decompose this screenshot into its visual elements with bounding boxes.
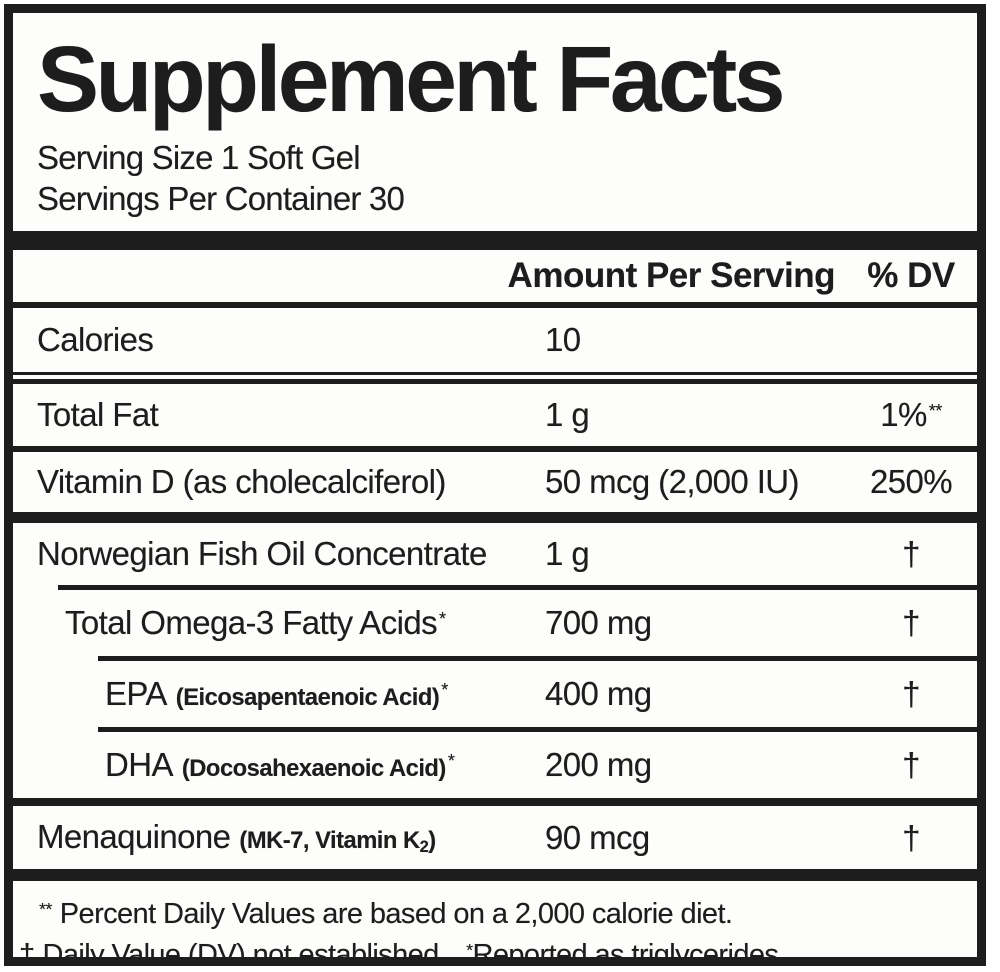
table-row-epa: EPA (Eicosapentaenoic Acid) * 400 mg † (13, 661, 977, 727)
nutrient-amount: 700 mg (545, 604, 652, 641)
separator (13, 869, 977, 881)
nutrient-dv: 250% (869, 463, 953, 500)
subscript-2: 2 (419, 838, 429, 857)
dagger-symbol: † (902, 818, 920, 856)
separator (13, 512, 977, 523)
footnote-marker: * (447, 750, 455, 771)
page-title: Supplement Facts (37, 27, 786, 131)
separator (13, 372, 977, 384)
nutrient-amount: 50 mcg (2,000 IU) (545, 463, 800, 500)
nutrient-amount: 1 g (545, 396, 590, 433)
table-row-omega3: Total Omega-3 Fatty Acids * 700 mg † (13, 590, 977, 656)
title-block: Supplement Facts Serving Size 1 Soft Gel… (13, 13, 977, 219)
dagger-symbol: † (902, 604, 920, 641)
table-row-menaquinone: Menaquinone (MK-7, Vitamin K2) 90 mcg † (13, 806, 977, 869)
footnote-dv-not-established: † Daily Value (DV) not established. *Repor… (19, 932, 967, 966)
table-header-row: Amount Per Serving % DV (13, 250, 977, 302)
separator (98, 727, 977, 732)
nutrient-name: DHA (Docosahexaenoic Acid) * (105, 746, 455, 783)
footnote-daily-values: ** Percent Daily Values are based on a 2,… (39, 898, 733, 931)
nutrient-dv: 1% ** (880, 396, 943, 433)
supplement-facts-label: Supplement Facts Serving Size 1 Soft Gel… (4, 4, 986, 966)
nutrient-amount: 10 (545, 321, 581, 358)
nutrient-dv: † (845, 604, 977, 642)
footnotes: ** Percent Daily Values are based on a 2,… (13, 881, 977, 966)
table-row-dha: DHA (Docosahexaenoic Acid) * 200 mg † (13, 732, 977, 798)
servings-per-container: Servings Per Container 30 (37, 180, 405, 217)
serving-info: Serving Size 1 Soft Gel Servings Per Con… (37, 137, 953, 219)
dagger-symbol: † (902, 675, 920, 712)
table-row-vitamin-d: Vitamin D (as cholecalciferol) 50 mcg (2… (13, 452, 977, 512)
column-header-dv: % DV (867, 256, 955, 295)
nutrient-amount: 1 g (545, 535, 590, 572)
table-row-fish-oil: Norwegian Fish Oil Concentrate 1 g † (13, 523, 977, 585)
separator (13, 302, 977, 308)
nutrient-name: Norwegian Fish Oil Concentrate (37, 535, 487, 572)
footnote-marker: * (466, 940, 473, 961)
nutrient-dv: † (845, 746, 977, 784)
dagger-symbol: † (19, 939, 35, 966)
footnote-marker: * (441, 679, 448, 700)
nutrient-amount: 400 mg (545, 675, 652, 712)
column-header-amount: Amount Per Serving (507, 256, 836, 295)
footnote-marker: ** (39, 899, 52, 919)
table-row-total-fat: Total Fat 1 g 1% ** (13, 384, 977, 446)
dagger-symbol: † (902, 535, 920, 572)
nutrient-name: Total Omega-3 Fatty Acids * (65, 604, 446, 641)
nutrient-name: Menaquinone (MK-7, Vitamin K2) (37, 817, 436, 857)
table-row-calories: Calories 10 (13, 308, 977, 372)
nutrient-name: EPA (Eicosapentaenoic Acid) * (105, 675, 448, 712)
separator (98, 656, 977, 661)
nutrient-dv: † (845, 819, 977, 857)
footnote-marker: * (439, 608, 446, 629)
nutrient-dv: † (845, 535, 977, 573)
dagger-symbol: † (902, 746, 920, 783)
separator (58, 585, 977, 590)
separator (13, 798, 977, 806)
serving-size: Serving Size 1 Soft Gel (37, 139, 361, 176)
nutrient-name: Vitamin D (as cholecalciferol) (37, 463, 446, 500)
nutrient-amount: 90 mcg (545, 818, 650, 856)
separator (13, 231, 977, 250)
nutrient-name: Calories (37, 321, 154, 358)
nutrient-amount: 200 mg (545, 746, 652, 783)
nutrient-dv: † (845, 675, 977, 713)
separator (13, 446, 977, 452)
footnote-marker: ** (928, 400, 943, 421)
nutrient-name: Total Fat (37, 396, 159, 433)
